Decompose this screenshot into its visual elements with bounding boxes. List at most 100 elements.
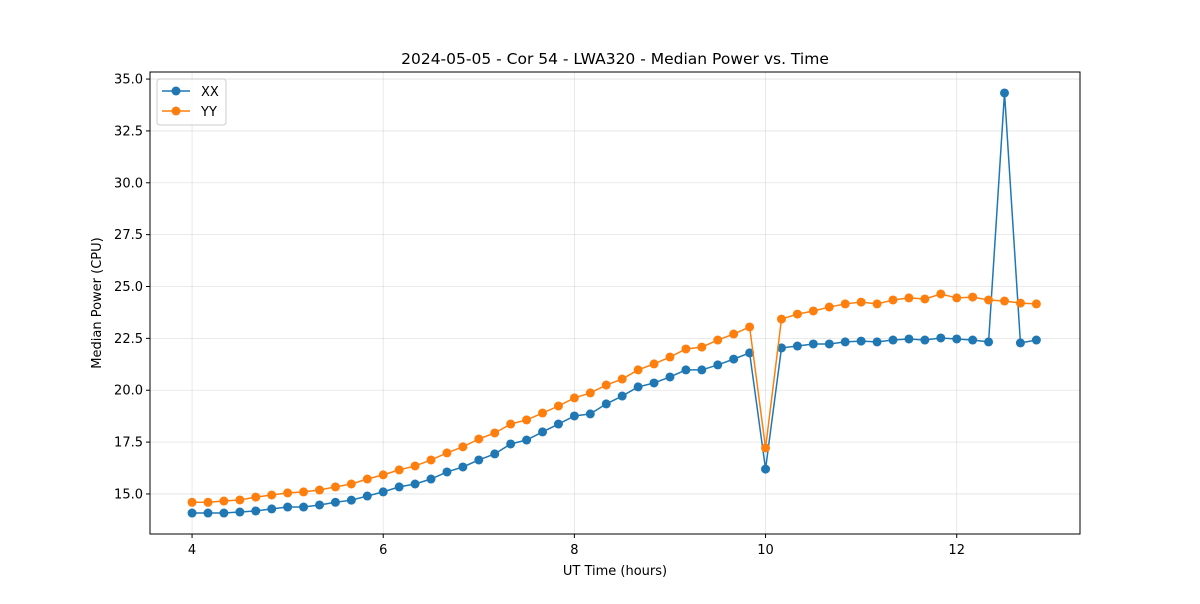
data-point-xx: [426, 474, 436, 484]
data-point-xx: [824, 339, 834, 349]
data-point-yy: [426, 455, 436, 465]
data-point-xx: [904, 334, 914, 344]
data-point-xx: [665, 372, 675, 382]
data-point-xx: [378, 487, 388, 497]
data-point-yy: [442, 448, 452, 458]
data-point-yy: [506, 419, 516, 429]
data-point-yy: [824, 302, 834, 312]
data-point-yy: [952, 293, 962, 303]
x-tick-label: 8: [570, 543, 578, 558]
data-point-yy: [474, 434, 484, 444]
y-tick-label: 25.0: [114, 280, 143, 295]
data-point-yy: [872, 299, 882, 309]
data-point-xx: [330, 497, 340, 507]
y-tick-label: 35.0: [114, 73, 143, 88]
series-layer: [187, 88, 1041, 518]
data-point-yy: [458, 442, 468, 452]
y-tick-label: 17.5: [114, 436, 143, 451]
x-tick-label: 6: [379, 543, 387, 558]
data-point-xx: [474, 455, 484, 465]
data-point-xx: [633, 382, 643, 392]
data-point-xx: [283, 502, 293, 512]
data-point-yy: [585, 388, 595, 398]
data-point-yy: [330, 482, 340, 492]
data-point-xx: [761, 464, 771, 474]
data-point-xx: [394, 482, 404, 492]
data-point-yy: [410, 461, 420, 471]
data-point-xx: [1015, 338, 1025, 348]
legend-marker-xx: [171, 86, 181, 96]
data-point-xx: [203, 508, 213, 518]
data-point-xx: [219, 508, 229, 518]
data-point-yy: [522, 415, 532, 425]
data-point-yy: [538, 408, 548, 418]
data-point-yy: [235, 495, 245, 505]
data-point-yy: [203, 497, 213, 507]
data-point-xx: [585, 409, 595, 419]
data-point-yy: [649, 359, 659, 369]
data-point-yy: [219, 496, 229, 506]
data-point-yy: [936, 289, 946, 299]
data-point-xx: [792, 341, 802, 351]
y-tick-label: 22.5: [114, 332, 143, 347]
data-point-yy: [1031, 299, 1041, 309]
data-point-xx: [745, 348, 755, 358]
data-point-xx: [553, 419, 563, 429]
data-point-yy: [617, 374, 627, 384]
data-point-yy: [187, 497, 197, 507]
legend-label-xx: XX: [201, 85, 219, 100]
y-tick-label: 30.0: [114, 176, 143, 191]
data-point-yy: [553, 401, 563, 411]
series-line-xx: [192, 92, 1037, 514]
data-point-yy: [362, 474, 372, 484]
data-point-xx: [984, 337, 994, 347]
grid: [150, 72, 1080, 534]
data-point-xx: [251, 506, 261, 516]
data-point-yy: [792, 309, 802, 319]
data-point-yy: [251, 492, 261, 502]
data-point-xx: [681, 365, 691, 375]
data-point-xx: [522, 435, 532, 445]
data-point-xx: [569, 411, 579, 421]
data-point-yy: [490, 428, 500, 438]
x-tick-label: 4: [188, 543, 196, 558]
plot-frame: [149, 71, 1081, 535]
data-point-xx: [968, 335, 978, 345]
x-tick-label: 10: [757, 543, 774, 558]
data-point-xx: [840, 337, 850, 347]
data-point-yy: [808, 306, 818, 316]
data-point-xx: [506, 439, 516, 449]
ticks: 4 6 8 10 12 15.0 17.5 20.0 22.5 25.0 27.5 30.0 32.5 3…: [114, 73, 965, 558]
data-point-xx: [872, 337, 882, 347]
data-point-yy: [665, 352, 675, 362]
chart-title: 2024-05-05 - Cor 54 - LWA320 - Median Po…: [401, 50, 829, 68]
data-point-yy: [745, 322, 755, 332]
legend-label-yy: YY: [200, 105, 217, 120]
legend-marker-yy: [171, 106, 181, 116]
data-point-yy: [569, 393, 579, 403]
data-point-yy: [681, 344, 691, 354]
data-point-yy: [1015, 298, 1025, 308]
y-tick-label: 32.5: [114, 124, 143, 139]
series-line-yy: [192, 293, 1037, 504]
x-axis-label: UT Time (hours): [563, 564, 667, 579]
data-point-yy: [314, 485, 324, 495]
y-tick-label: 15.0: [114, 487, 143, 502]
data-point-yy: [888, 295, 898, 305]
legend: XX YY: [156, 78, 227, 126]
data-point-xx: [936, 333, 946, 343]
data-point-xx: [362, 491, 372, 501]
data-point-xx: [808, 339, 818, 349]
data-point-yy: [840, 299, 850, 309]
data-point-xx: [314, 500, 324, 510]
data-point-xx: [729, 354, 739, 364]
data-point-xx: [299, 502, 309, 512]
data-point-xx: [920, 335, 930, 345]
data-point-yy: [697, 342, 707, 352]
data-point-yy: [283, 488, 293, 498]
data-point-xx: [538, 427, 548, 437]
data-point-xx: [346, 495, 356, 505]
data-point-yy: [968, 292, 978, 302]
data-point-xx: [267, 504, 277, 514]
